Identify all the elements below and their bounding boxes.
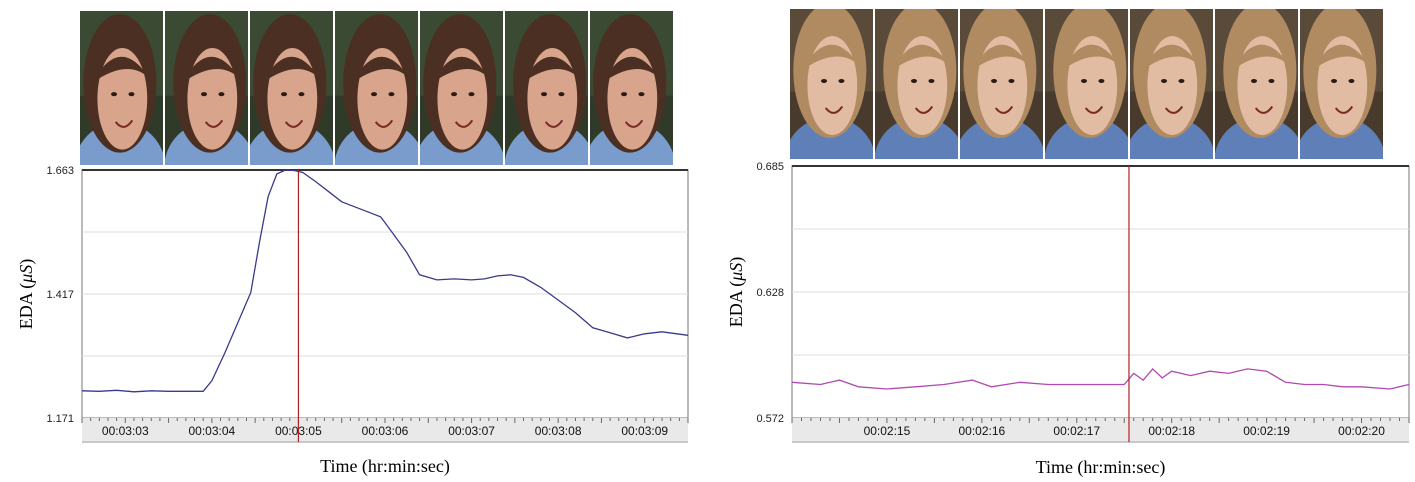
- eda-chart-right: 0.572 0.628 0.685 00:02:15 00:02:16 00:02:17 0…: [726, 161, 1410, 478]
- video-frame: [1300, 9, 1383, 159]
- y-tick-label: 0.685: [756, 161, 784, 173]
- video-frame: [165, 11, 248, 165]
- x-tick-label: 00:02:17: [1053, 424, 1100, 438]
- left-figure-panel: 1.171 1.417 1.663 00:03:03 00:03:04 00:03:05 0…: [0, 0, 700, 482]
- x-tick-label: 00:03:06: [362, 424, 409, 438]
- video-frame-strip-right: [790, 9, 1383, 159]
- video-frame-strip-left: [80, 11, 673, 165]
- eda-series-line: [791, 367, 1410, 390]
- video-frame: [1215, 9, 1298, 159]
- video-frame: [80, 11, 163, 165]
- x-tick-label: 00:03:07: [448, 424, 495, 438]
- video-frame: [790, 9, 873, 159]
- y-axis-title: EDA (μS): [16, 259, 37, 330]
- x-tick-label: 00:03:03: [102, 424, 149, 438]
- x-tick-label: 00:02:20: [1338, 424, 1385, 438]
- x-axis-title: Time (hr:min:sec): [320, 456, 450, 477]
- video-frame: [1130, 9, 1213, 159]
- video-frame: [590, 11, 673, 165]
- y-tick-label: 1.663: [46, 165, 74, 177]
- x-tick-label: 00:03:04: [188, 424, 235, 438]
- y-tick-label: 0.572: [756, 413, 784, 425]
- x-tick-label: 00:03:08: [535, 424, 582, 438]
- video-frame: [250, 11, 333, 165]
- y-axis-title: EDA (μS): [726, 257, 747, 328]
- x-axis-title: Time (hr:min:sec): [1036, 457, 1166, 478]
- video-frame: [1045, 9, 1128, 159]
- x-tick-label: 00:02:18: [1148, 424, 1195, 438]
- y-tick-label: 1.171: [46, 413, 74, 425]
- time-axis-band: [792, 418, 1409, 442]
- x-tick-label: 00:02:16: [958, 424, 1005, 438]
- x-tick-label: 00:03:09: [621, 424, 668, 438]
- y-tick-label: 1.417: [46, 289, 74, 301]
- video-frame: [875, 9, 958, 159]
- video-frame: [505, 11, 588, 165]
- video-frame: [960, 9, 1043, 159]
- right-figure-panel: 0.572 0.628 0.685 00:02:15 00:02:16 00:02:17 0…: [712, 0, 1415, 482]
- video-frame: [335, 11, 418, 165]
- y-tick-label: 0.628: [756, 287, 784, 299]
- x-tick-label: 00:02:19: [1243, 424, 1290, 438]
- x-tick-label: 00:02:15: [864, 424, 911, 438]
- video-frame: [420, 11, 503, 165]
- eda-series-line: [81, 169, 689, 393]
